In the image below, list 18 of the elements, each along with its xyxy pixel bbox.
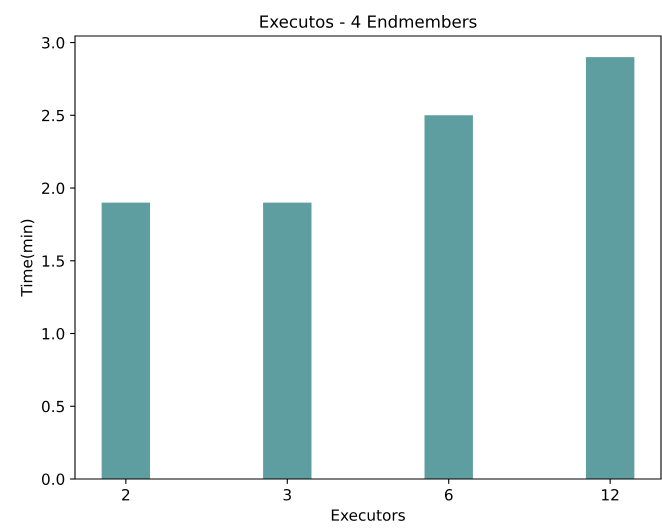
y-tick-label: 2.0 [42, 182, 64, 194]
x-tick-label: 6 [444, 488, 453, 501]
y-tick-label: 3.0 [42, 37, 64, 49]
x-axis-title: Executors [332, 510, 405, 521]
x-tick-label: 3 [284, 488, 291, 501]
bar [263, 202, 312, 479]
chart-title: Executos - 4 Endmembers [260, 15, 476, 28]
y-axis-title: Time(min) [20, 220, 34, 297]
y-tick-label: 0.5 [42, 400, 64, 412]
bar [424, 115, 473, 479]
x-tick-label: 2 [122, 488, 130, 500]
bar [102, 202, 150, 479]
y-tick-label: 1.0 [42, 328, 64, 340]
y-tick-label: 1.5 [42, 255, 64, 267]
y-tick-label: 2.5 [42, 110, 64, 122]
bar [586, 57, 634, 479]
y-tick-label: 0.0 [42, 473, 64, 486]
x-tick-label: 12 [602, 488, 618, 500]
